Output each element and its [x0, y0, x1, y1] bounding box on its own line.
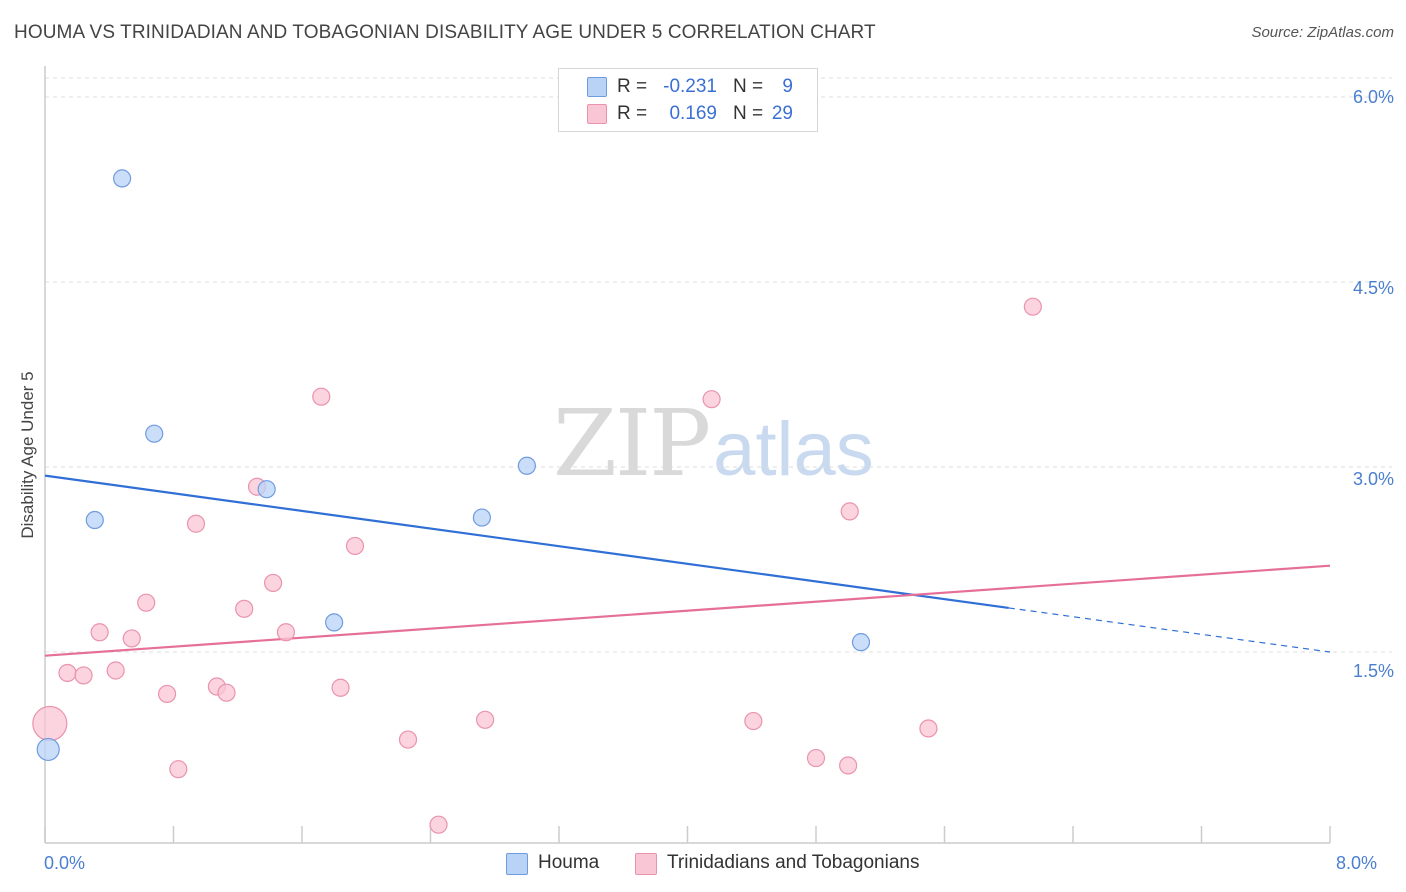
- legend: Houma Trinidadians and Tobagonians: [0, 852, 1406, 878]
- houma-point: [517, 456, 536, 475]
- stats-row-trinidadians: R = 0.169 N = 29: [559, 101, 817, 127]
- trinidadians-point: [312, 387, 331, 406]
- x-tick-label-max: 8.0%: [1336, 853, 1378, 873]
- trinidadians-point: [840, 502, 859, 521]
- trinidadians-point: [32, 705, 68, 742]
- trinidadians-point: [74, 666, 93, 685]
- houma-point: [851, 633, 871, 652]
- trinidadians-point: [345, 536, 365, 556]
- trinidadians-legend-swatch: [635, 853, 657, 875]
- houma-trend-line-extrapolated: [1008, 607, 1331, 653]
- trinidadians-point: [276, 623, 296, 642]
- trinidadians-point: [169, 760, 188, 779]
- trinidadians-point: [106, 661, 125, 680]
- grid-lines: [45, 77, 1392, 653]
- trinidadians-point: [235, 599, 254, 618]
- legend-label: Houma: [538, 852, 600, 873]
- trend-lines: [44, 474, 1331, 657]
- houma-point: [325, 613, 344, 632]
- chart-title: HOUMA VS TRINIDADIAN AND TOBAGONIAN DISA…: [14, 22, 876, 43]
- trinidadians-point: [122, 629, 141, 648]
- y-tick-label-1-5: 1.5%: [1352, 661, 1394, 681]
- trinidadians-point: [58, 663, 77, 683]
- trinidadians-point: [806, 748, 826, 768]
- houma-point: [145, 424, 164, 443]
- trinidadians-point: [398, 730, 418, 749]
- trinidadians-point: [331, 678, 350, 697]
- axes: [44, 66, 1331, 844]
- trinidadians-point: [1023, 297, 1042, 316]
- trinidadians-point: [263, 573, 283, 593]
- y-tick-label-3: 3.0%: [1352, 469, 1394, 489]
- trinidadians-point: [839, 756, 858, 775]
- y-tick-label-4-5: 4.5%: [1352, 278, 1394, 298]
- y-axis-label: Disability Age Under 5: [18, 371, 37, 539]
- houma-swatch: [587, 77, 607, 97]
- trinidadians-point: [429, 815, 448, 834]
- n-value: 29: [771, 103, 793, 124]
- r-value: -0.231: [663, 76, 717, 97]
- x-tick-label-min: 0.0%: [44, 853, 86, 873]
- trinidadians-point: [186, 514, 206, 533]
- trinidadians-point: [157, 684, 177, 704]
- houma-trend-line: [44, 474, 1009, 609]
- houma-legend-swatch: [506, 853, 528, 875]
- houma-point: [36, 737, 60, 762]
- n-value: 9: [782, 76, 793, 97]
- n-label: N =: [733, 103, 764, 124]
- houma-point: [112, 169, 132, 188]
- watermark: ZIPatlas: [553, 398, 874, 490]
- source-credit: Source: ZipAtlas.com: [1251, 24, 1394, 41]
- r-label: R =: [617, 76, 648, 97]
- trinidadians-point: [137, 593, 156, 612]
- trinidadians-point: [744, 711, 763, 731]
- houma-point: [257, 480, 276, 499]
- houma-point: [85, 510, 104, 530]
- legend-label: Trinidadians and Tobagonians: [667, 852, 920, 873]
- data-points: [32, 169, 1042, 834]
- y-tick-label-6: 6.0%: [1352, 87, 1394, 107]
- n-label: N =: [733, 76, 764, 97]
- r-label: R =: [617, 103, 648, 124]
- watermark-zip: ZIP: [553, 390, 711, 497]
- stats-row-houma: R = -0.231 N = 9: [559, 74, 817, 100]
- trinidadians-point: [919, 719, 938, 738]
- trinidadians-trend-line: [44, 564, 1331, 657]
- stats-box: R = -0.231 N = 9 R = 0.169 N = 29: [558, 68, 818, 132]
- trinidadians-point: [217, 683, 236, 702]
- watermark-atlas: atlas: [713, 407, 874, 492]
- trinidadians-point: [702, 390, 721, 409]
- houma-point: [472, 508, 491, 527]
- trinidadians-point: [476, 710, 495, 729]
- r-value: 0.169: [669, 103, 717, 124]
- trinidadians-point: [90, 623, 109, 642]
- trinidadians-swatch: [587, 104, 607, 124]
